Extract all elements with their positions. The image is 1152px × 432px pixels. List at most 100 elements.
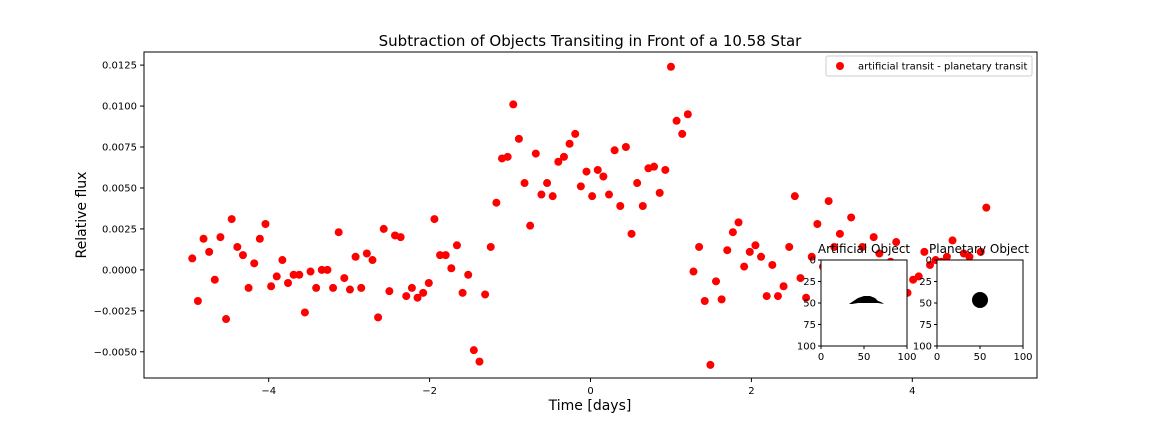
data-point (514, 134, 523, 143)
data-point (430, 215, 439, 224)
data-point (610, 146, 619, 155)
data-point (531, 149, 540, 158)
inset-x-tick-label: 100 (1013, 352, 1032, 363)
data-point (926, 260, 935, 269)
legend: artificial transit - planetary transit (825, 55, 1033, 77)
data-point (633, 179, 642, 188)
inset-x-tick-label: 50 (974, 352, 987, 363)
x-tick-label: −4 (261, 386, 276, 397)
y-axis: −0.0050 −0.0025 0.0000 0.0025 0.0050 0.0075 0.… (94, 61, 144, 358)
data-point (205, 247, 214, 256)
inset-title: Planetary Object (929, 242, 1029, 256)
data-point (464, 270, 473, 279)
x-tick-label: 2 (748, 386, 754, 397)
data-point (199, 234, 208, 243)
data-point (982, 203, 991, 212)
y-tick-label: 0.0025 (102, 224, 137, 235)
data-point (368, 256, 377, 265)
data-point (413, 293, 422, 302)
inset-y-tick-label: 25 (919, 277, 932, 288)
data-point (700, 297, 709, 306)
planetary-object-shape (972, 292, 988, 308)
data-point (565, 139, 574, 148)
x-tick-label: 4 (909, 386, 915, 397)
artificial-object-shape (849, 296, 884, 304)
data-point (734, 218, 743, 227)
data-point (785, 242, 794, 251)
data-point (599, 172, 608, 181)
data-point (289, 270, 298, 279)
data-point (728, 228, 737, 237)
data-point (396, 233, 405, 242)
chart-title: Subtraction of Objects Transiting in Fro… (379, 32, 802, 50)
data-point (357, 283, 366, 292)
data-point (351, 252, 360, 261)
data-point (621, 143, 630, 152)
data-point (447, 264, 456, 273)
data-point (807, 252, 816, 261)
y-tick-label: 0.0100 (102, 102, 137, 113)
data-point (740, 262, 749, 271)
data-point (745, 247, 754, 256)
data-point (492, 198, 501, 207)
data-point (813, 220, 822, 229)
inset-y-tick-label: 0 (810, 256, 816, 267)
inset-y-tick-label: 25 (803, 277, 816, 288)
inset-y-tick-label: 75 (919, 320, 932, 331)
data-point (605, 190, 614, 199)
data-point (914, 272, 923, 281)
data-point (768, 260, 777, 269)
data-point (948, 236, 957, 245)
data-point (210, 275, 219, 284)
data-point (976, 247, 985, 256)
data-point (706, 360, 715, 369)
data-point (773, 292, 782, 301)
data-point (424, 278, 433, 287)
x-axis: −4 −2 0 2 4 (261, 378, 915, 397)
data-point (712, 277, 721, 286)
data-point (227, 215, 236, 224)
data-point (537, 190, 546, 199)
data-point (672, 116, 681, 125)
inset-title: Artificial Object (818, 242, 911, 256)
data-point (661, 165, 670, 174)
data-point (689, 267, 698, 276)
data-point (779, 282, 788, 291)
data-point (486, 242, 495, 251)
legend-box (825, 55, 1033, 77)
data-point (452, 241, 461, 250)
data-point (340, 274, 349, 283)
data-point (571, 129, 580, 138)
data-point (678, 129, 687, 138)
data-point (588, 192, 597, 201)
data-point (334, 228, 343, 237)
y-axis-label: Relative flux (74, 172, 90, 259)
data-points (188, 62, 991, 369)
data-point (238, 251, 247, 260)
inset-y-tick-label: 50 (919, 299, 932, 310)
data-point (576, 182, 585, 191)
data-point (261, 220, 270, 229)
data-point (267, 282, 276, 291)
data-point (627, 229, 636, 238)
data-point (469, 346, 478, 355)
legend-marker (836, 62, 844, 70)
data-point (458, 288, 467, 297)
data-point (757, 252, 766, 261)
data-point (250, 259, 259, 268)
data-point (317, 265, 326, 274)
data-point (683, 110, 692, 119)
data-point (306, 267, 315, 276)
data-point (436, 251, 445, 260)
data-point (284, 278, 293, 287)
data-point (188, 254, 197, 263)
data-point (385, 287, 394, 296)
data-point (407, 283, 416, 292)
data-point (441, 251, 450, 260)
data-point (300, 308, 309, 317)
data-point (323, 265, 332, 274)
data-point (965, 252, 974, 261)
